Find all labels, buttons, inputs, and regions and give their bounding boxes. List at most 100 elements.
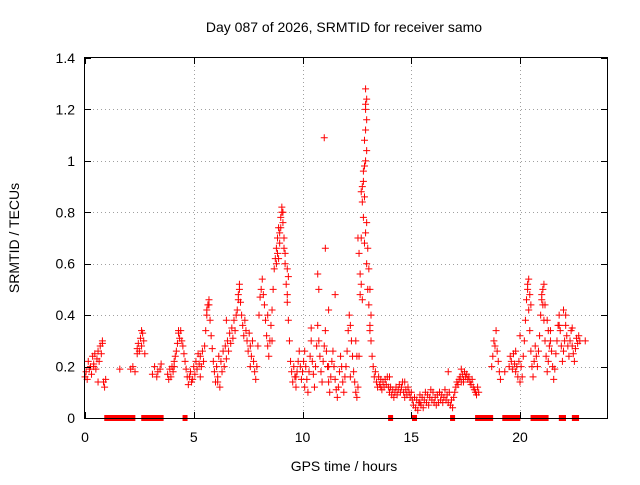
data-point [267, 321, 275, 329]
data-point [252, 375, 260, 383]
data-point [262, 316, 270, 324]
data-point [363, 116, 371, 124]
data-point [220, 363, 228, 371]
data-point [331, 375, 339, 383]
data-point [131, 368, 139, 376]
data-point [328, 357, 336, 365]
data-point [401, 378, 409, 386]
data-point [196, 373, 204, 381]
x-tick-label: 20 [512, 429, 528, 445]
data-point [457, 365, 465, 373]
data-point [284, 316, 292, 324]
data-point [489, 352, 497, 360]
data-point [250, 357, 258, 365]
data-point [364, 244, 372, 252]
data-point [320, 342, 328, 350]
data-point [151, 363, 159, 371]
data-point [189, 375, 197, 383]
data-point [308, 357, 316, 365]
data-point [333, 393, 341, 401]
data-point [553, 337, 561, 345]
data-point [404, 383, 412, 391]
data-point [570, 357, 578, 365]
data-point [339, 378, 347, 386]
data-point [360, 136, 368, 144]
data-point [273, 234, 281, 242]
data-point [450, 393, 458, 401]
data-point [362, 157, 370, 165]
data-point [175, 327, 183, 335]
data-point [533, 363, 541, 371]
data-point [247, 352, 255, 360]
data-point [540, 280, 548, 288]
data-point [272, 260, 280, 268]
data-point [468, 375, 476, 383]
data-point [327, 373, 335, 381]
data-point [368, 352, 376, 360]
data-point [276, 239, 284, 247]
data-point [496, 375, 504, 383]
data-point [490, 337, 498, 345]
data-point [141, 350, 149, 358]
data-point [292, 383, 300, 391]
data-point [133, 350, 141, 358]
data-point [555, 311, 563, 319]
data-point [264, 311, 272, 319]
data-point [520, 337, 528, 345]
data-point [346, 321, 354, 329]
data-point [255, 311, 263, 319]
data-point [277, 224, 285, 232]
data-point [367, 311, 375, 319]
data-point [552, 350, 560, 358]
data-point [270, 265, 278, 273]
data-point [259, 291, 267, 299]
data-point [537, 311, 545, 319]
data-point [283, 298, 291, 306]
data-point [238, 311, 246, 319]
data-point [233, 306, 241, 314]
data-point [451, 388, 459, 396]
data-point [366, 327, 374, 335]
data-point [314, 270, 322, 278]
data-point [363, 95, 371, 103]
data-point [536, 332, 544, 340]
data-point [524, 285, 532, 293]
data-point [116, 365, 124, 373]
data-point [569, 350, 577, 358]
data-point [282, 280, 290, 288]
data-point [356, 270, 364, 278]
y-tick-label: 0.4 [56, 307, 76, 323]
plot-area-border [84, 57, 608, 419]
data-point [352, 337, 360, 345]
data-point [197, 363, 205, 371]
data-point [84, 357, 92, 365]
data-point [226, 329, 234, 337]
data-point [386, 373, 393, 381]
data-point [560, 306, 567, 314]
data-point [245, 329, 253, 337]
data-point [153, 373, 161, 381]
data-point [301, 383, 309, 391]
data-point [345, 311, 353, 319]
data-point [209, 357, 217, 365]
data-point [210, 368, 218, 376]
data-point [193, 365, 201, 373]
data-point [148, 370, 156, 378]
data-point [321, 327, 329, 335]
data-point [275, 255, 283, 263]
data-point [258, 275, 266, 283]
y-tick-label: 0.2 [56, 359, 76, 375]
data-point [527, 301, 535, 309]
data-point [358, 183, 366, 191]
y-tick-label: 0 [67, 410, 75, 426]
data-point [273, 249, 281, 257]
y-tick-label: 1.4 [56, 50, 76, 66]
data-point [557, 342, 565, 350]
data-point [346, 373, 354, 381]
x-tick-label: 0 [81, 429, 89, 445]
data-point [283, 265, 291, 273]
data-point [284, 273, 292, 281]
data-point [515, 357, 523, 365]
data-point [196, 352, 204, 360]
